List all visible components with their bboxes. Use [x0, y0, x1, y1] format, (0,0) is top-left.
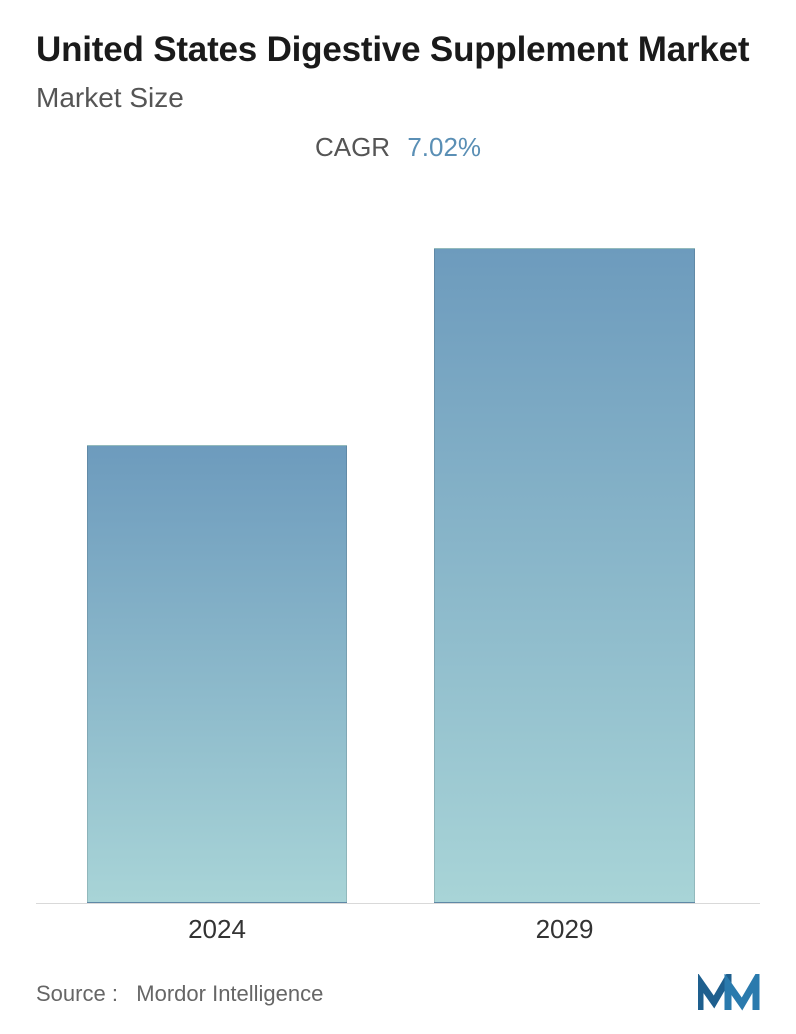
plot-area [36, 183, 760, 904]
chart-title: United States Digestive Supplement Marke… [36, 28, 760, 72]
cagr-value: 7.02% [407, 132, 481, 162]
mordor-logo-icon [698, 974, 760, 1014]
bar-2024 [87, 445, 348, 903]
chart-card: United States Digestive Supplement Marke… [0, 0, 796, 1034]
source-text: Source : Mordor Intelligence [36, 981, 323, 1007]
source-prefix: Source : [36, 981, 118, 1006]
cagr-row: CAGR 7.02% [36, 132, 760, 163]
x-axis-labels: 2024 2029 [36, 904, 760, 956]
cagr-label: CAGR [315, 132, 390, 162]
source-name: Mordor Intelligence [136, 981, 323, 1006]
x-label-2029: 2029 [536, 914, 594, 945]
chart-subtitle: Market Size [36, 82, 760, 114]
bar-2029 [434, 248, 695, 903]
x-label-2024: 2024 [188, 914, 246, 945]
footer: Source : Mordor Intelligence [36, 968, 760, 1014]
bar-chart: 2024 2029 [36, 183, 760, 956]
